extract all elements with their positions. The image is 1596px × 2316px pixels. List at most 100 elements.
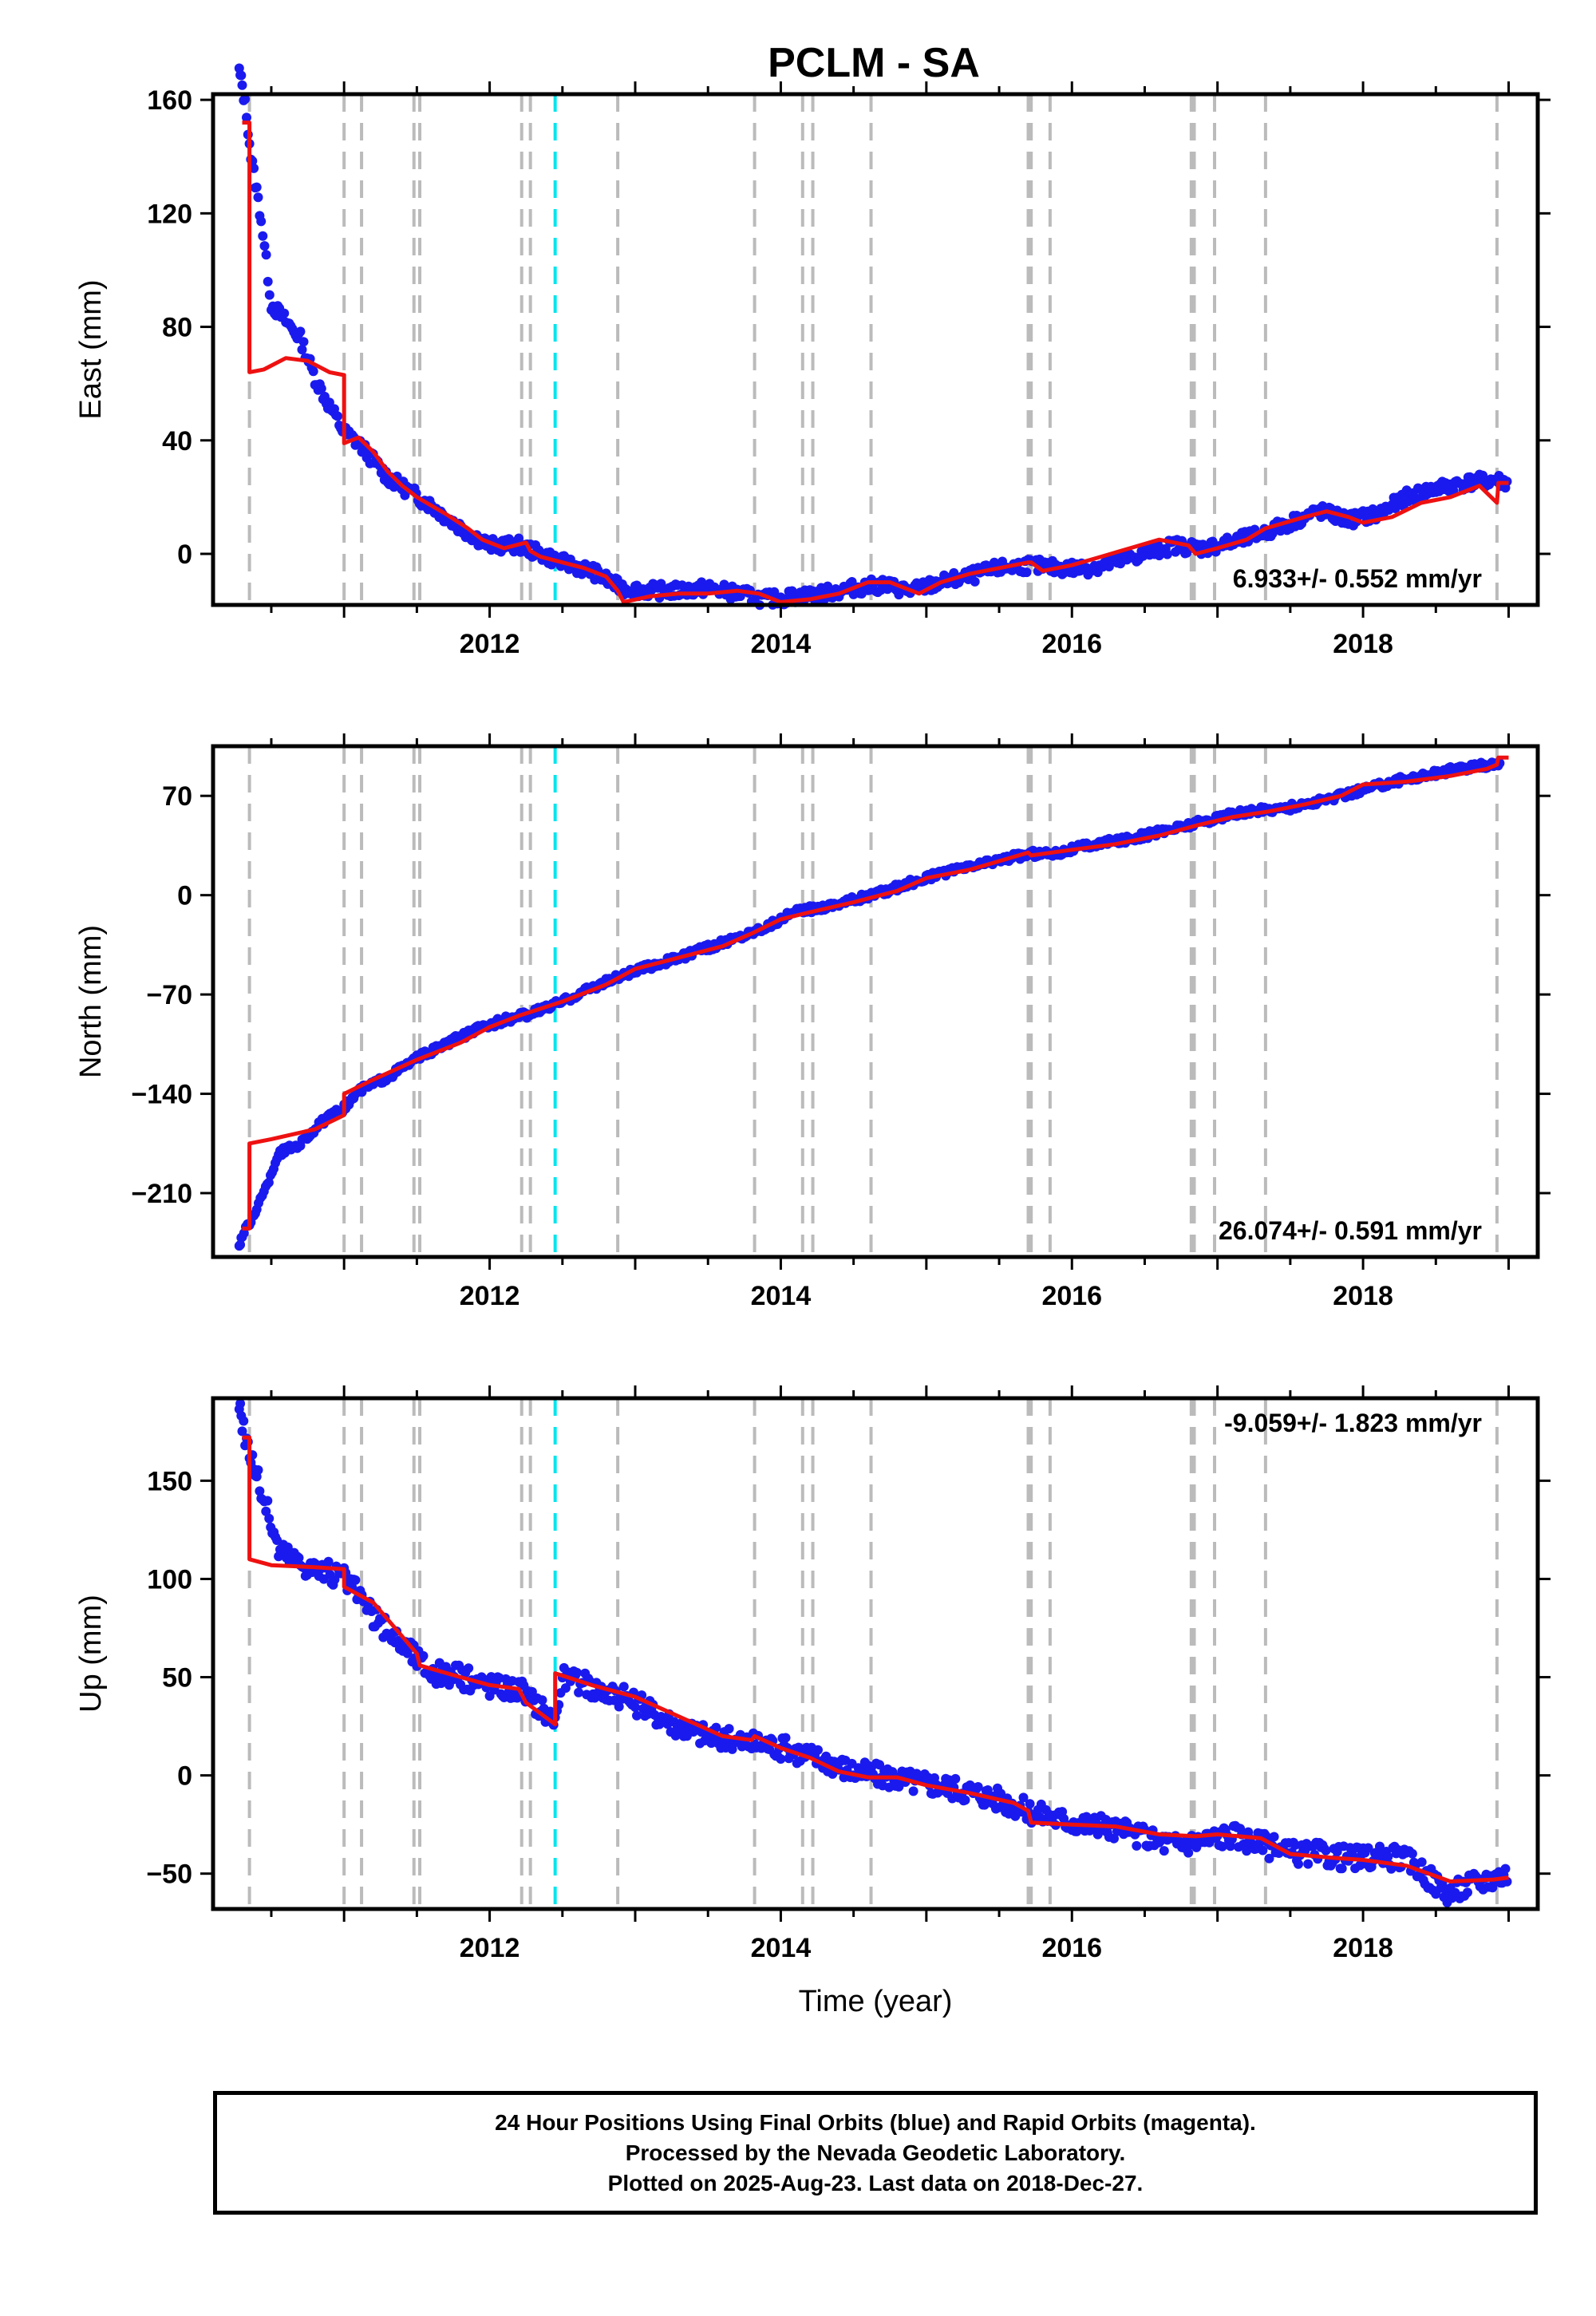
panel-north: 2012 2014 2016 2018 −210 −140 −70 0 70 North (mm)… (74, 733, 1551, 1311)
data-point (264, 1513, 275, 1524)
data-point (1025, 1799, 1035, 1809)
data-point (787, 586, 797, 596)
data-point (949, 567, 959, 578)
data-point (261, 250, 271, 260)
y-tick-label: 80 (162, 313, 192, 343)
data-point (572, 1667, 582, 1678)
footer-line-3: Plotted on 2025-Aug-23. Last data on 201… (607, 2171, 1144, 2195)
data-point (253, 192, 263, 203)
x-tick-label: 2014 (751, 629, 812, 659)
x-tick-label: 2012 (460, 1933, 520, 1963)
y-tick-label: 150 (147, 1466, 192, 1496)
data-point (1383, 1852, 1393, 1862)
data-point (263, 276, 273, 287)
data-point (1109, 1833, 1119, 1844)
position-points (234, 63, 1512, 611)
y-axis-label: North (mm) (74, 925, 108, 1078)
data-point (308, 366, 318, 377)
data-point (1264, 1853, 1274, 1863)
data-point (255, 1486, 265, 1496)
y-tick-label: 0 (177, 1761, 192, 1792)
position-points (234, 1398, 1512, 1907)
data-point (1337, 1863, 1347, 1874)
data-point (632, 1710, 642, 1721)
y-tick-label: 70 (162, 781, 192, 812)
y-tick-label: 160 (147, 85, 192, 116)
data-point (333, 411, 343, 421)
data-point (813, 1745, 823, 1755)
data-point (239, 1416, 249, 1426)
x-tick-label: 2012 (460, 1281, 520, 1311)
panels-group: 2012 2014 2016 2018 0 40 80 120 160 East (mm) 6.93… (74, 63, 1551, 2018)
data-point (776, 1754, 786, 1764)
data-point (1321, 1845, 1331, 1856)
y-tick-label: 0 (177, 881, 192, 911)
x-tick-label: 2016 (1041, 1933, 1102, 1963)
data-point (323, 1556, 334, 1567)
data-point (1500, 1863, 1511, 1874)
data-point (1390, 504, 1400, 513)
x-tick-label: 2018 (1333, 629, 1393, 659)
data-point (261, 1506, 271, 1516)
x-tick-label: 2014 (751, 1281, 812, 1311)
data-point (618, 1682, 629, 1692)
model-line (242, 755, 1509, 1231)
data-point (1258, 1845, 1268, 1856)
footer-line-2: Processed by the Nevada Geodetic Laborat… (625, 2140, 1126, 2165)
x-tick-label: 2016 (1041, 1281, 1102, 1311)
model-line (242, 121, 1509, 604)
data-point (1407, 1848, 1417, 1859)
x-tick-label: 2014 (751, 1933, 812, 1963)
x-tick-label: 2012 (460, 629, 520, 659)
data-point (1463, 1887, 1472, 1898)
x-tick-label: 2016 (1041, 629, 1102, 659)
panel-frame (211, 1396, 1540, 1911)
data-point (263, 1177, 274, 1188)
data-point (330, 1575, 340, 1585)
data-point (1363, 1843, 1373, 1853)
position-points (234, 757, 1505, 1251)
y-tick-label: −210 (131, 1179, 192, 1209)
data-point (574, 1687, 584, 1697)
data-point (1183, 1848, 1194, 1858)
y-axis-label: East (mm) (74, 279, 108, 419)
data-point (724, 1724, 734, 1734)
y-tick-label: 0 (177, 539, 192, 570)
data-point (560, 1683, 571, 1694)
panel-east: 2012 2014 2016 2018 0 40 80 120 160 East (mm) 6.93… (74, 63, 1551, 659)
data-point (237, 1426, 247, 1437)
data-point (1162, 549, 1172, 559)
data-point (1059, 1813, 1069, 1824)
chart-title: PCLM - SA (768, 40, 980, 86)
panel-frame (211, 744, 1540, 1259)
data-point (1386, 1863, 1396, 1874)
data-point (950, 1773, 961, 1784)
y-tick-label: −140 (131, 1080, 192, 1110)
data-point (1217, 1841, 1227, 1852)
footer-line-1: 24 Hour Positions Using Final Orbits (bl… (495, 2110, 1256, 2135)
data-point (350, 1575, 361, 1585)
data-point (1018, 1792, 1029, 1803)
data-point (1269, 1832, 1279, 1842)
data-point (240, 94, 251, 105)
data-point (418, 1650, 429, 1661)
data-point (711, 1722, 721, 1733)
data-point (512, 1693, 523, 1703)
x-axis-label: Time (year) (799, 1985, 953, 2018)
data-point (1132, 1840, 1142, 1851)
data-point (236, 70, 247, 81)
data-point (630, 1702, 640, 1713)
data-point (1303, 1859, 1314, 1869)
data-point (279, 308, 290, 318)
y-tick-label: 40 (162, 426, 192, 456)
y-tick-label: 120 (147, 199, 192, 229)
rate-label: 6.933+/- 0.552 mm/yr (1233, 564, 1482, 593)
data-point (970, 576, 980, 587)
y-tick-label: 100 (147, 1564, 192, 1595)
rate-label: 26.074+/- 0.591 mm/yr (1219, 1216, 1482, 1245)
data-point (1021, 567, 1032, 578)
data-point (253, 1465, 263, 1475)
footer-box: 24 Hour Positions Using Final Orbits (bl… (213, 2091, 1538, 2215)
data-point (297, 345, 307, 355)
